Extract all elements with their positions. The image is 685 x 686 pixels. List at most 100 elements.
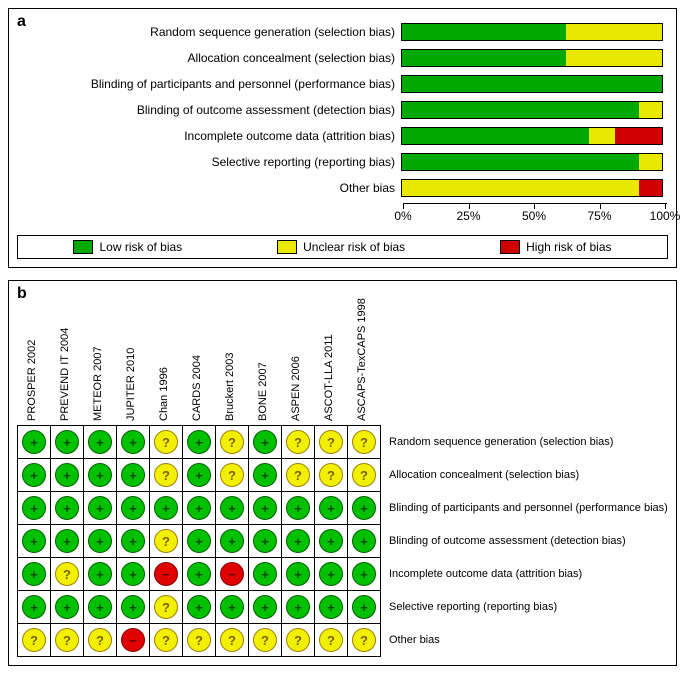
matrix-cell: ? bbox=[249, 624, 282, 657]
matrix-cell: ? bbox=[51, 558, 84, 591]
risk-dot-high: − bbox=[121, 628, 145, 652]
risk-dot-low: + bbox=[121, 496, 145, 520]
study-header: ASCAPS-TexCAPS 1998 bbox=[347, 295, 380, 425]
axis-tick-label: 75% bbox=[587, 209, 611, 223]
bar-label: Blinding of participants and personnel (… bbox=[21, 77, 401, 91]
axis-tick-label: 25% bbox=[456, 209, 480, 223]
matrix-cell: + bbox=[51, 525, 84, 558]
matrix-cell: + bbox=[183, 492, 216, 525]
bar-segment-low bbox=[402, 76, 662, 92]
matrix-cell: ? bbox=[150, 591, 183, 624]
matrix-cell: + bbox=[249, 492, 282, 525]
matrix-cell: + bbox=[348, 525, 381, 558]
matrix-cell: + bbox=[117, 459, 150, 492]
matrix-cell: ? bbox=[348, 624, 381, 657]
bar-label: Incomplete outcome data (attrition bias) bbox=[21, 129, 401, 143]
bar-segment-unclear bbox=[639, 102, 662, 118]
matrix-cell: + bbox=[18, 459, 51, 492]
risk-dot-unclear: ? bbox=[22, 628, 46, 652]
risk-dot-low: + bbox=[286, 529, 310, 553]
legend-swatch bbox=[73, 240, 93, 254]
bar-segment-low bbox=[402, 24, 566, 40]
bar-track bbox=[401, 75, 663, 93]
matrix-cell: ? bbox=[150, 624, 183, 657]
risk-dot-low: + bbox=[22, 463, 46, 487]
risk-dot-low: + bbox=[352, 529, 376, 553]
matrix-cell: + bbox=[84, 459, 117, 492]
bar-segment-low bbox=[402, 50, 566, 66]
legend-label: Low risk of bias bbox=[99, 240, 182, 254]
matrix-cell: ? bbox=[216, 624, 249, 657]
matrix-cell: ? bbox=[18, 624, 51, 657]
risk-dot-low: + bbox=[220, 496, 244, 520]
risk-dot-low: + bbox=[88, 496, 112, 520]
matrix-cell: + bbox=[84, 558, 117, 591]
risk-dot-high: − bbox=[220, 562, 244, 586]
study-header: METEOR 2007 bbox=[83, 295, 116, 425]
matrix-cell: ? bbox=[216, 426, 249, 459]
risk-dot-low: + bbox=[187, 496, 211, 520]
bar-label: Random sequence generation (selection bi… bbox=[21, 25, 401, 39]
bar-row: Blinding of outcome assessment (detectio… bbox=[21, 99, 668, 121]
bar-track bbox=[401, 23, 663, 41]
matrix-cell: + bbox=[117, 426, 150, 459]
study-header: JUPITER 2010 bbox=[116, 295, 149, 425]
legend-label: Unclear risk of bias bbox=[303, 240, 405, 254]
matrix-cell: + bbox=[117, 492, 150, 525]
risk-dot-low: + bbox=[55, 463, 79, 487]
risk-dot-low: + bbox=[253, 595, 277, 619]
legend-item: Low risk of bias bbox=[73, 240, 182, 254]
matrix-cell: ? bbox=[348, 459, 381, 492]
matrix-cell: + bbox=[51, 492, 84, 525]
risk-dot-low: + bbox=[55, 595, 79, 619]
panel-b: b PROSPER 2002PREVEND IT 2004METEOR 2007… bbox=[8, 280, 677, 666]
risk-matrix: PROSPER 2002PREVEND IT 2004METEOR 2007JU… bbox=[17, 295, 381, 657]
stacked-bar-chart: Random sequence generation (selection bi… bbox=[21, 21, 668, 199]
risk-dot-unclear: ? bbox=[220, 430, 244, 454]
domain-label: Selective reporting (reporting bias) bbox=[381, 590, 668, 623]
risk-dot-unclear: ? bbox=[154, 430, 178, 454]
matrix-cell: + bbox=[183, 459, 216, 492]
matrix-cell: + bbox=[84, 591, 117, 624]
bar-segment-high bbox=[639, 180, 662, 196]
risk-dot-low: + bbox=[121, 430, 145, 454]
risk-dot-low: + bbox=[319, 496, 343, 520]
matrix-cell: + bbox=[18, 591, 51, 624]
bar-track bbox=[401, 49, 663, 67]
matrix-cell: + bbox=[183, 525, 216, 558]
matrix-cell: + bbox=[249, 591, 282, 624]
matrix-cell: + bbox=[216, 492, 249, 525]
matrix-cell: + bbox=[282, 525, 315, 558]
domain-label: Other bias bbox=[381, 623, 668, 656]
matrix-cell: ? bbox=[315, 624, 348, 657]
risk-dot-low: + bbox=[88, 562, 112, 586]
bar-segment-low bbox=[402, 128, 589, 144]
bar-segment-unclear bbox=[589, 128, 615, 144]
matrix-cell: + bbox=[249, 426, 282, 459]
risk-dot-unclear: ? bbox=[154, 463, 178, 487]
risk-dot-low: + bbox=[55, 529, 79, 553]
study-header: Chan 1996 bbox=[149, 295, 182, 425]
matrix-cell: + bbox=[315, 558, 348, 591]
risk-dot-low: + bbox=[286, 562, 310, 586]
matrix-cell: + bbox=[18, 492, 51, 525]
matrix-cell: + bbox=[84, 426, 117, 459]
matrix-cell: ? bbox=[51, 624, 84, 657]
risk-dot-low: + bbox=[187, 562, 211, 586]
risk-dot-low: + bbox=[253, 529, 277, 553]
matrix-cell: − bbox=[117, 624, 150, 657]
legend-item: Unclear risk of bias bbox=[277, 240, 405, 254]
study-header: CARDS 2004 bbox=[182, 295, 215, 425]
bar-segment-unclear bbox=[402, 180, 639, 196]
matrix-cell: + bbox=[117, 558, 150, 591]
risk-dot-low: + bbox=[55, 496, 79, 520]
legend-label: High risk of bias bbox=[526, 240, 611, 254]
risk-dot-low: + bbox=[319, 595, 343, 619]
risk-dot-unclear: ? bbox=[187, 628, 211, 652]
bar-track bbox=[401, 153, 663, 171]
risk-dot-low: + bbox=[22, 562, 46, 586]
risk-dot-unclear: ? bbox=[286, 628, 310, 652]
matrix-cell: ? bbox=[315, 459, 348, 492]
risk-dot-low: + bbox=[220, 595, 244, 619]
risk-dot-low: + bbox=[187, 529, 211, 553]
